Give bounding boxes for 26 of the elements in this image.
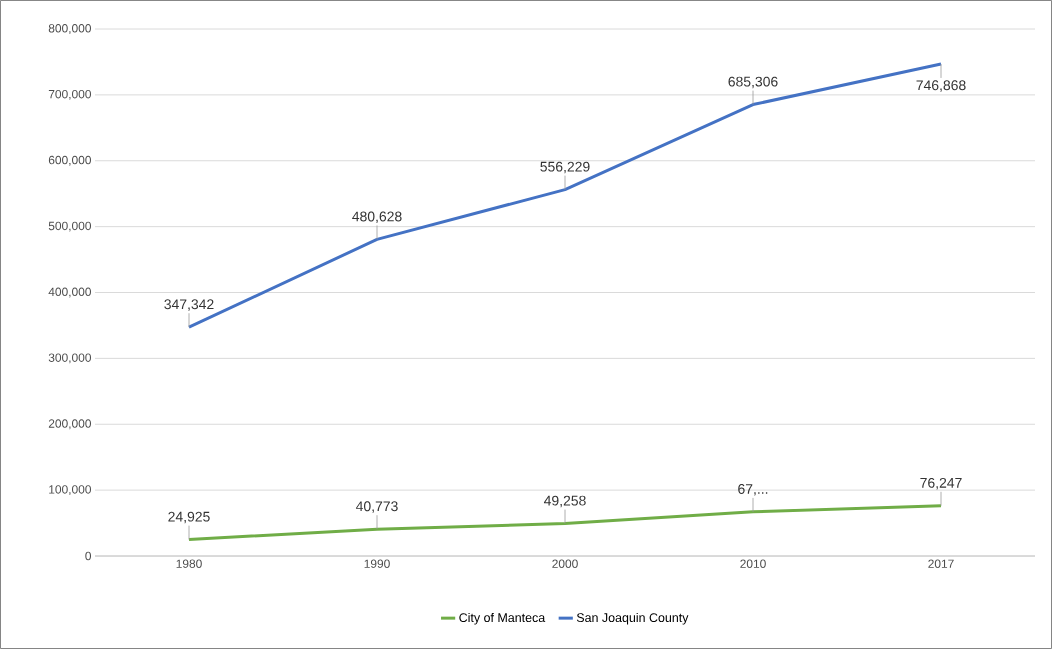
- x-tick-label: 2017: [928, 559, 954, 568]
- y-tick-label: 600,000: [48, 155, 92, 166]
- x-tick-label: 2010: [740, 559, 766, 568]
- y-tick-label: 0: [85, 551, 92, 561]
- y-tick-label: 400,000: [48, 287, 92, 298]
- data-label: 347,342: [164, 299, 214, 311]
- legend-label: San Joaquin County: [576, 612, 689, 625]
- y-tick-label: 500,000: [48, 221, 92, 232]
- data-label: 685,306: [728, 76, 778, 89]
- x-tick-label: 1990: [364, 559, 390, 568]
- data-label: 49,258: [543, 495, 586, 508]
- data-label: 76,247: [920, 477, 962, 490]
- legend-label: City of Manteca: [459, 612, 546, 625]
- data-label: 40,773: [355, 501, 398, 513]
- data-label: 556,229: [540, 161, 590, 174]
- y-tick-label: 100,000: [49, 485, 92, 496]
- y-tick-label: 800,000: [48, 24, 92, 34]
- data-label: 480,628: [352, 211, 402, 224]
- data-label: 746,868: [916, 80, 966, 92]
- y-tick-label: 200,000: [48, 419, 92, 430]
- x-tick-label: 2000: [552, 559, 578, 568]
- y-tick-label: 700,000: [48, 89, 92, 100]
- y-tick-label: 300,000: [48, 353, 92, 364]
- x-tick-label: 1980: [176, 559, 202, 568]
- data-label: 24,925: [168, 511, 210, 524]
- data-label: 67,...: [738, 483, 768, 496]
